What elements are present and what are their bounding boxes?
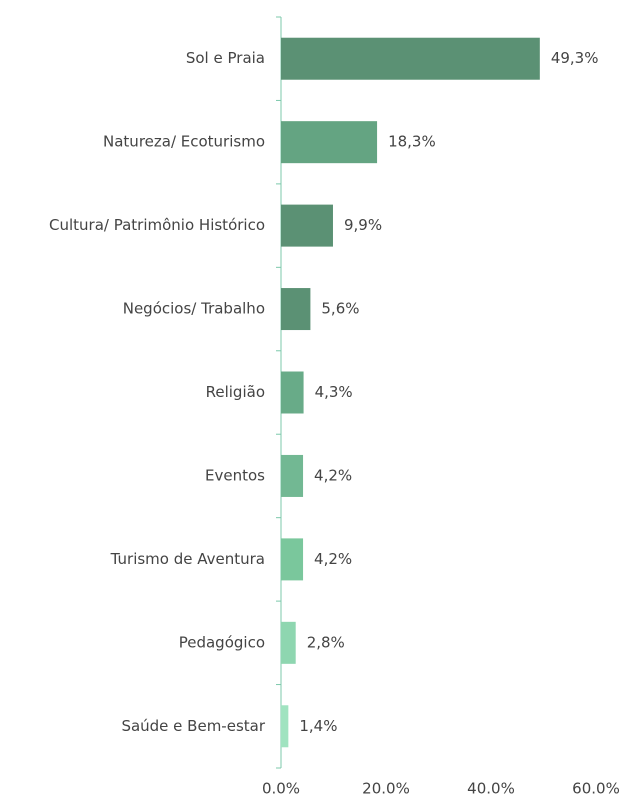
bar xyxy=(281,121,378,164)
y-tick-label: Eventos xyxy=(205,466,265,484)
bar xyxy=(281,371,304,414)
y-tick-label: Cultura/ Patrimônio Histórico xyxy=(49,216,265,234)
y-tick-label: Negócios/ Trabalho xyxy=(123,300,265,318)
x-tick-label: 40.0% xyxy=(467,780,515,796)
value-label: 4,3% xyxy=(315,383,353,401)
bar xyxy=(281,204,333,247)
y-tick-label: Saúde e Bem-estar xyxy=(121,717,265,735)
value-label: 49,3% xyxy=(551,49,599,67)
y-tick-label: Turismo de Aventura xyxy=(110,550,265,568)
y-tick-label: Religião xyxy=(206,383,265,401)
x-tick-label: 0.0% xyxy=(262,780,300,796)
value-label: 4,2% xyxy=(314,466,352,484)
x-tick-label: 60.0% xyxy=(572,780,620,796)
value-label: 5,6% xyxy=(321,300,359,318)
y-tick-label: Natureza/ Ecoturismo xyxy=(103,133,265,151)
y-tick-label: Pedagógico xyxy=(179,633,265,651)
y-tick-label: Sol e Praia xyxy=(186,49,265,67)
bar xyxy=(281,538,304,581)
value-label: 1,4% xyxy=(299,717,337,735)
bar xyxy=(281,288,311,331)
value-label: 18,3% xyxy=(388,133,436,151)
value-label: 4,2% xyxy=(314,550,352,568)
value-label: 2,8% xyxy=(307,633,345,651)
bar xyxy=(281,621,296,664)
bar xyxy=(281,705,289,748)
x-tick-label: 20.0% xyxy=(362,780,410,796)
value-label: 9,9% xyxy=(344,216,382,234)
bar xyxy=(281,37,540,80)
bar xyxy=(281,454,304,497)
